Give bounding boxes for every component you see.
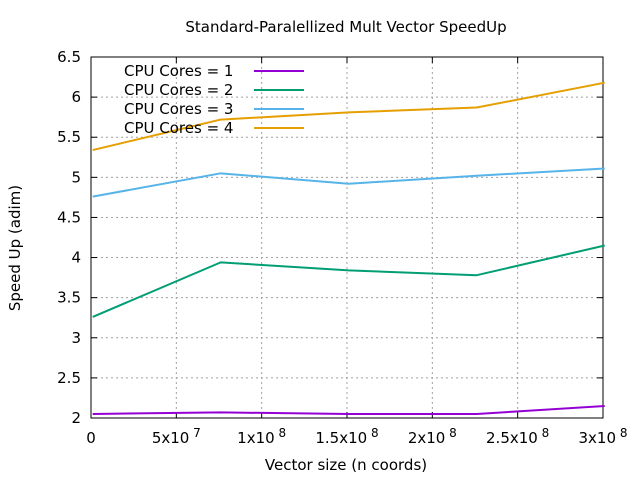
y-tick-label: 5 — [71, 168, 81, 186]
legend-item-cores-1: CPU Cores = 1 — [124, 62, 304, 80]
x-tick-label: 0 — [86, 429, 96, 447]
legend-item-cores-4: CPU Cores = 4 — [124, 119, 304, 137]
x-axis: 0 5x10 7 1x10 8 1.5x10 8 2x10 8 2.5x10 8 3x10 … — [86, 57, 627, 447]
series-line-cores-3 — [92, 167, 605, 198]
y-tick-label: 5.5 — [57, 128, 81, 146]
grid — [91, 57, 603, 418]
x-tick-label: 2.5x10 8 — [486, 426, 549, 447]
legend-label: CPU Cores = 3 — [124, 100, 233, 118]
x-tick-label: 1x10 8 — [237, 426, 286, 447]
y-tick-label: 6 — [71, 88, 81, 106]
series-line-cores-4 — [92, 81, 605, 152]
x-tick-label: 3x10 8 — [579, 426, 628, 447]
x-tick-label: 2x10 8 — [408, 426, 457, 447]
x-tick-label: 1.5x10 8 — [315, 426, 378, 447]
legend-label: CPU Cores = 2 — [124, 81, 233, 99]
y-axis: 2 2.5 3 3.5 4 4.5 5 5.5 6 6.5 — [57, 48, 603, 427]
series-line-cores-2 — [92, 244, 605, 318]
y-tick-label: 6.5 — [57, 48, 81, 66]
legend-item-cores-2: CPU Cores = 2 — [124, 81, 304, 99]
y-tick-label: 3 — [71, 329, 81, 347]
y-tick-label: 4.5 — [57, 208, 81, 226]
y-tick-label: 2.5 — [57, 369, 81, 387]
legend-label: CPU Cores = 4 — [124, 119, 233, 137]
x-tick-label: 5x10 7 — [152, 426, 201, 447]
x-axis-label: Vector size (n coords) — [265, 456, 427, 474]
y-axis-label: Speed Up (adim) — [6, 185, 24, 311]
y-tick-label: 4 — [71, 249, 81, 267]
legend-item-cores-3: CPU Cores = 3 — [124, 100, 304, 118]
series-group — [92, 81, 605, 415]
y-tick-label: 2 — [71, 409, 81, 427]
series-line-cores-1 — [92, 404, 605, 415]
legend-label: CPU Cores = 1 — [124, 62, 233, 80]
chart-title: Standard-Paralellized Mult Vector SpeedU… — [185, 18, 506, 36]
y-tick-label: 3.5 — [57, 289, 81, 307]
